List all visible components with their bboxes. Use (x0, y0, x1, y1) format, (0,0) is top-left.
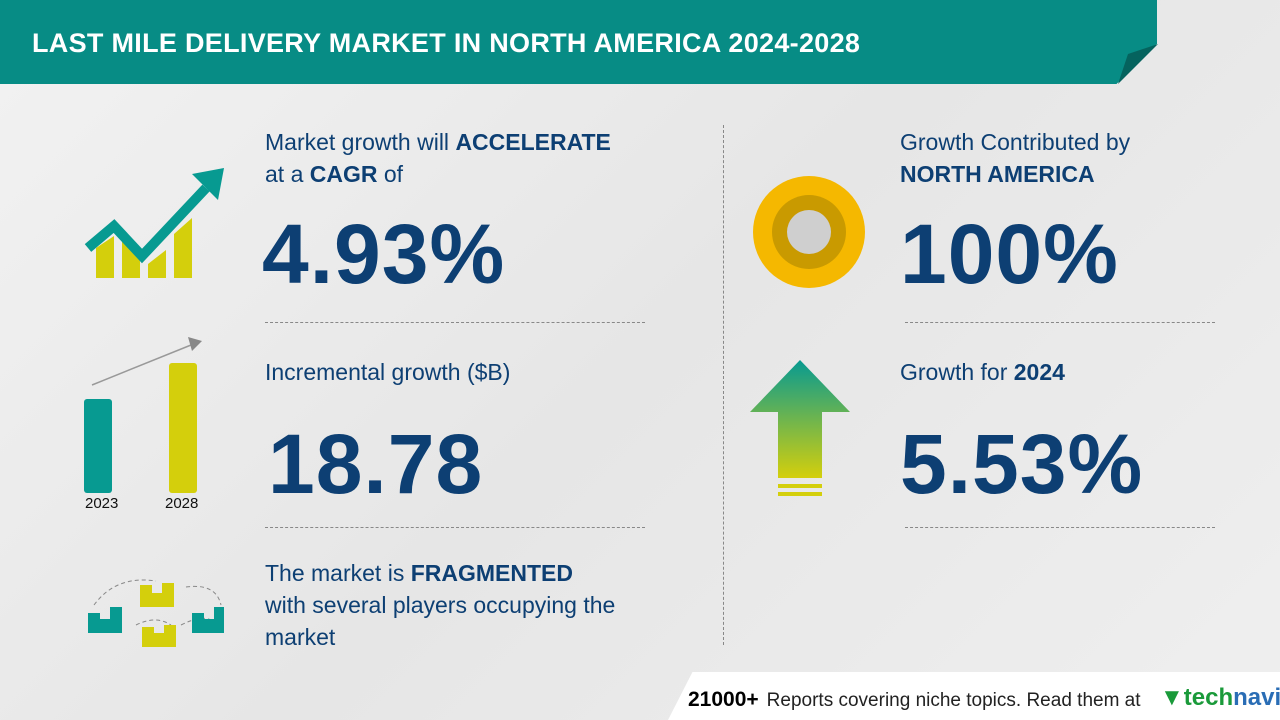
divider (265, 527, 645, 528)
market-label: The market is FRAGMENTED with several pla… (265, 560, 616, 650)
incremental-bar-icon (84, 337, 202, 493)
divider (905, 527, 1215, 528)
technavio-logo[interactable]: ▼technavio (1160, 684, 1280, 711)
footer-bar (668, 672, 1280, 720)
growth-year-label: Growth for 2024 (900, 359, 1065, 385)
incremental-label: Incremental growth ($B) (265, 359, 511, 385)
region-value: 100% (900, 207, 1119, 301)
up-arrow-icon (750, 360, 850, 496)
buildings-icon (88, 579, 224, 647)
growth-year-value: 5.53% (900, 417, 1144, 511)
region-label: Growth Contributed by NORTH AMERICA (900, 129, 1131, 187)
incremental-value: 18.78 (268, 417, 484, 511)
growth-chart-icon (84, 168, 224, 278)
cagr-label: Market growth will ACCELERATE at a CAGR o… (265, 129, 611, 187)
title-banner (0, 0, 1157, 84)
year-label: 2028 (165, 495, 199, 512)
year-label: 2023 (85, 495, 119, 512)
vertical-divider (723, 125, 724, 645)
cagr-value: 4.93% (262, 207, 506, 301)
footer-text: 21000+ Reports covering niche topics. Rea… (688, 688, 1141, 711)
page-title: LAST MILE DELIVERY MARKET IN NORTH AMERI… (32, 28, 861, 58)
divider (905, 322, 1215, 323)
region-donut-icon (753, 176, 865, 288)
divider (265, 322, 645, 323)
